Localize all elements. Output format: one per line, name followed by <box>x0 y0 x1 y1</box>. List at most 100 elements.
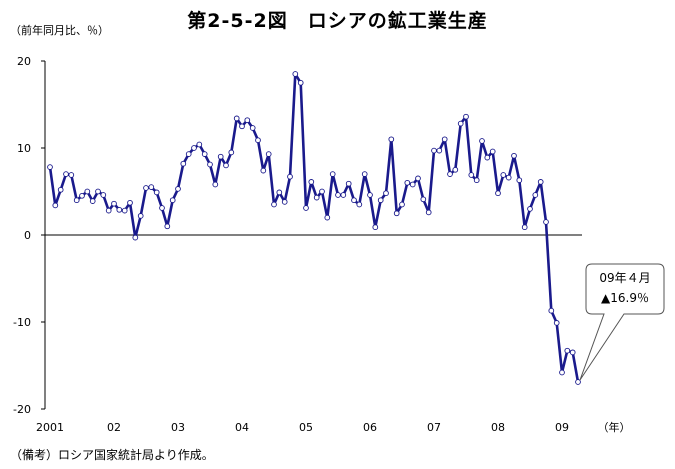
data-point <box>447 171 453 177</box>
callout-bubble <box>579 263 665 381</box>
data-point <box>105 207 112 214</box>
data-point <box>63 171 69 177</box>
data-point <box>393 210 400 217</box>
data-point <box>265 151 272 157</box>
data-point <box>132 234 139 241</box>
data-point <box>415 175 421 182</box>
data-point <box>153 189 160 196</box>
data-point <box>553 320 560 326</box>
x-tick-label: 04 <box>235 421 249 434</box>
data-point <box>233 115 240 122</box>
data-point <box>148 184 155 190</box>
data-point <box>340 192 347 198</box>
data-point <box>420 196 427 203</box>
x-tick-label: 02 <box>107 421 121 434</box>
data-point <box>495 190 501 197</box>
data-point <box>452 166 459 173</box>
x-tick-labels: 2001 02 03 04 05 06 07 08 09 （年） <box>36 420 631 434</box>
y-tick-label: -10 <box>13 316 31 329</box>
data-point <box>319 188 325 195</box>
data-point <box>489 148 496 155</box>
data-point <box>116 206 123 213</box>
data-point <box>543 219 549 225</box>
x-tick-label: 2001 <box>36 421 64 434</box>
data-point <box>431 147 437 154</box>
source-note: （備考）ロシア国家統計局より作成。 <box>10 448 214 462</box>
data-point <box>191 145 197 151</box>
data-point <box>239 123 245 130</box>
data-point <box>175 186 181 192</box>
data-point <box>308 179 315 185</box>
x-axis-unit: （年） <box>598 420 631 434</box>
x-tick-label: 09 <box>555 421 569 434</box>
data-point <box>404 179 411 186</box>
x-tick-label: 05 <box>299 421 313 434</box>
data-point <box>79 192 85 199</box>
data-point <box>548 307 555 314</box>
data-point <box>463 113 469 120</box>
data-point <box>271 201 277 208</box>
data-point <box>367 192 373 198</box>
data-point <box>180 160 187 167</box>
data-point <box>351 197 357 204</box>
data-point <box>212 181 219 188</box>
data-point <box>223 162 229 169</box>
data-point <box>281 199 288 205</box>
data-point <box>383 190 389 197</box>
y-tick-label: 0 <box>24 229 31 242</box>
data-point <box>185 151 192 157</box>
data-point <box>532 192 539 198</box>
data-point <box>399 201 405 208</box>
data-point <box>255 137 261 144</box>
chart-axes <box>41 60 582 410</box>
data-point <box>84 188 91 195</box>
data-point <box>511 152 517 159</box>
data-point <box>47 164 53 170</box>
data-point <box>345 180 352 187</box>
data-point <box>521 224 528 231</box>
unit-label: （前年同月比、％） <box>10 24 109 37</box>
data-point <box>575 379 581 385</box>
data-point <box>68 172 75 178</box>
data-point <box>329 171 336 177</box>
x-tick-label: 03 <box>171 421 185 434</box>
data-point <box>249 125 256 131</box>
data-point <box>95 188 101 195</box>
data-point <box>409 181 416 188</box>
data-point <box>57 186 64 193</box>
chart-title: 第2-5-2図 ロシアの鉱工業生産 <box>187 10 488 32</box>
data-point <box>457 120 464 127</box>
data-point <box>137 213 144 219</box>
data-point <box>100 192 107 198</box>
data-point <box>159 205 165 211</box>
y-tick-labels: 20 10 0 -10 -20 <box>13 55 31 416</box>
data-point <box>361 171 368 177</box>
y-tick-label: 10 <box>17 142 31 155</box>
data-point <box>356 201 363 208</box>
data-point <box>569 349 576 356</box>
data-point <box>207 161 213 168</box>
data-point <box>425 209 432 216</box>
data-point <box>559 369 565 376</box>
y-tick-label: 20 <box>17 55 31 68</box>
callout-value: ▲16.9％ <box>601 291 649 305</box>
data-point <box>287 173 293 180</box>
data-point <box>335 192 341 198</box>
data-point <box>169 197 176 204</box>
data-point <box>73 197 80 204</box>
callout-date: 09年４月 <box>599 271 650 285</box>
data-point <box>313 194 320 201</box>
data-point <box>479 138 485 144</box>
data-point <box>468 172 475 178</box>
data-point <box>111 200 117 207</box>
y-tick-label: -20 <box>13 403 31 416</box>
data-point <box>436 147 443 154</box>
annotation-callout: 09年４月 ▲16.9％ <box>579 263 665 381</box>
data-point <box>201 151 208 157</box>
data-point <box>527 206 533 212</box>
data-point <box>244 117 251 124</box>
x-tick-label: 07 <box>427 421 441 434</box>
data-point <box>164 223 171 230</box>
data-point <box>484 154 491 161</box>
